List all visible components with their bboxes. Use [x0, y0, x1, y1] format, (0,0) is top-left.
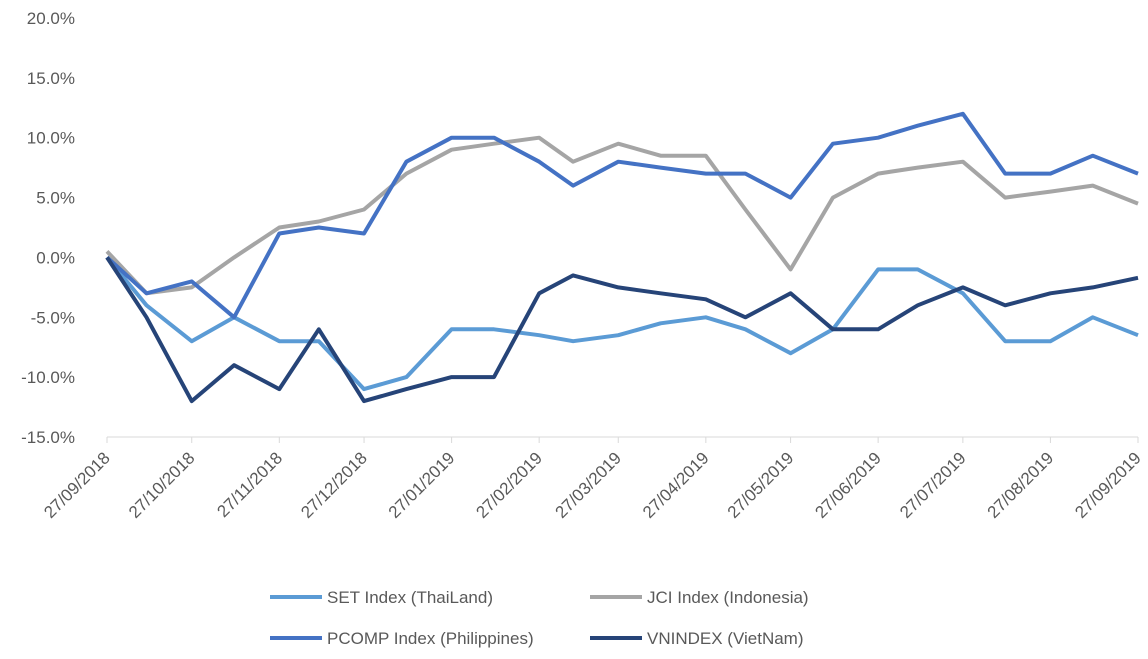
series-line: [105, 111, 1139, 320]
y-tick-label: 15.0%: [27, 69, 75, 88]
y-tick-label: -5.0%: [31, 308, 75, 327]
x-tick-label: 27/09/2018: [40, 448, 114, 522]
x-tick-label: 27/10/2018: [125, 448, 199, 522]
legend-label: PCOMP Index (Philippines): [327, 629, 534, 648]
y-tick-label: 5.0%: [36, 189, 75, 208]
x-tick-label: 27/05/2019: [724, 448, 798, 522]
x-tick-label: 27/01/2019: [385, 448, 459, 522]
y-tick-label: 10.0%: [27, 129, 75, 148]
x-tick-label: 27/04/2019: [639, 448, 713, 522]
y-tick-label: 20.0%: [27, 9, 75, 28]
series-line: [105, 135, 1139, 296]
x-tick-label: 27/07/2019: [896, 448, 970, 522]
series-line: [105, 256, 1139, 392]
x-tick-label: 27/12/2018: [297, 448, 371, 522]
x-tick-label: 27/02/2019: [472, 448, 546, 522]
x-tick-label: 27/08/2019: [984, 448, 1058, 522]
y-tick-label: -10.0%: [21, 368, 75, 387]
x-tick-label: 27/09/2019: [1071, 448, 1145, 522]
legend-label: VNINDEX (VietNam): [647, 629, 804, 648]
y-tick-label: 0.0%: [36, 248, 75, 267]
legend-label: SET Index (ThaiLand): [327, 588, 493, 607]
legend-label: JCI Index (Indonesia): [647, 588, 809, 607]
x-tick-label: 27/11/2018: [213, 448, 286, 521]
series-line: [105, 256, 1139, 404]
y-tick-label: -15.0%: [21, 428, 75, 447]
x-tick-label: 27/06/2019: [811, 448, 885, 522]
x-tick-label: 27/03/2019: [551, 448, 625, 522]
